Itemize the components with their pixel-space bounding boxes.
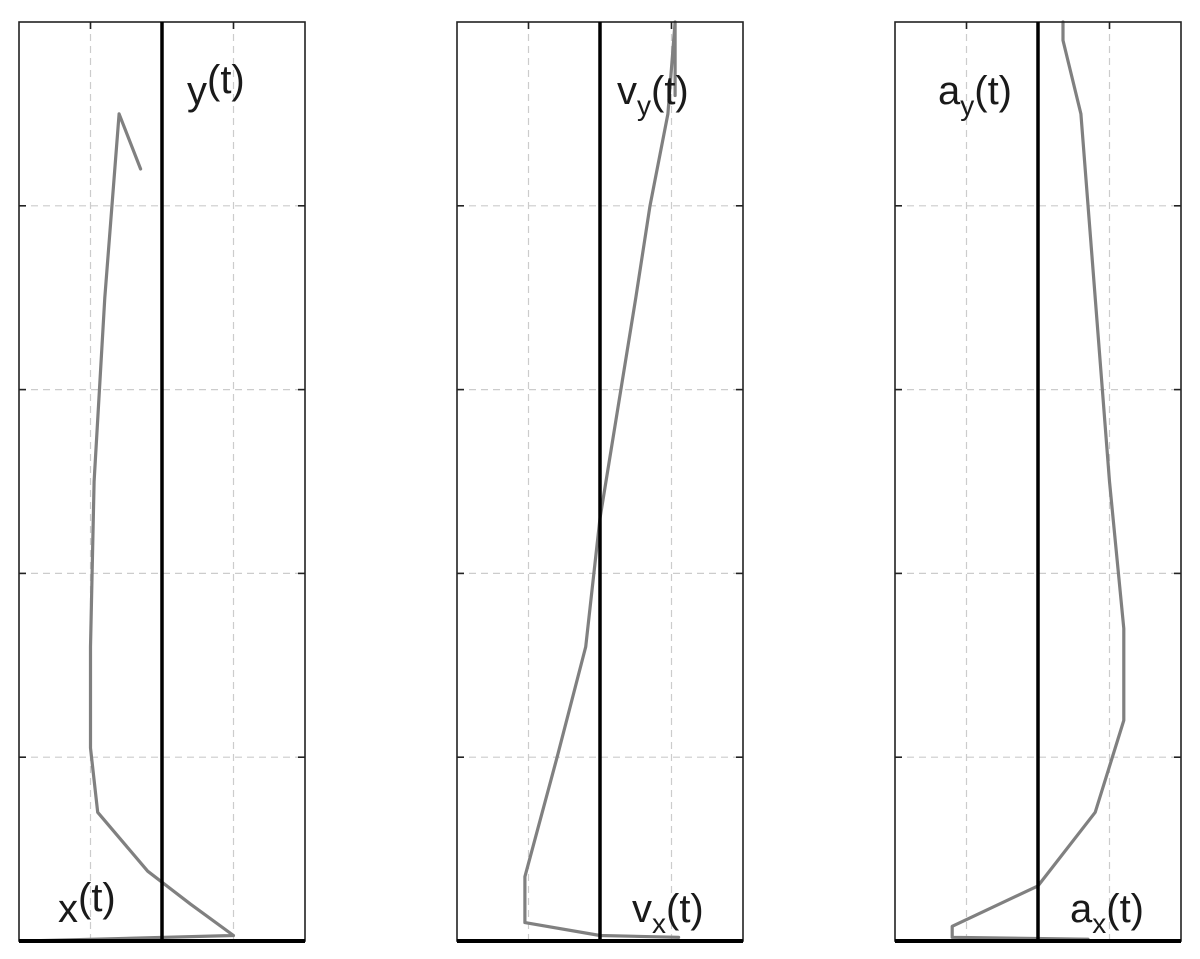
x-axis-label: x(t) [58, 876, 116, 931]
x-axis-label: vx(t) [632, 887, 704, 939]
series-line [950, 20, 1126, 941]
y-axis-label: vy(t) [617, 69, 689, 121]
panel-acceleration: ay(t) ax(t) [894, 20, 1182, 943]
panel-velocity: vy(t) vx(t) [456, 20, 744, 943]
x-axis-label: ax(t) [1070, 887, 1144, 939]
y-axis-label: ay(t) [938, 69, 1012, 121]
series-line [24, 112, 236, 943]
panel-position: y(t) x(t) [18, 21, 306, 943]
y-axis-label: y(t) [187, 58, 245, 113]
